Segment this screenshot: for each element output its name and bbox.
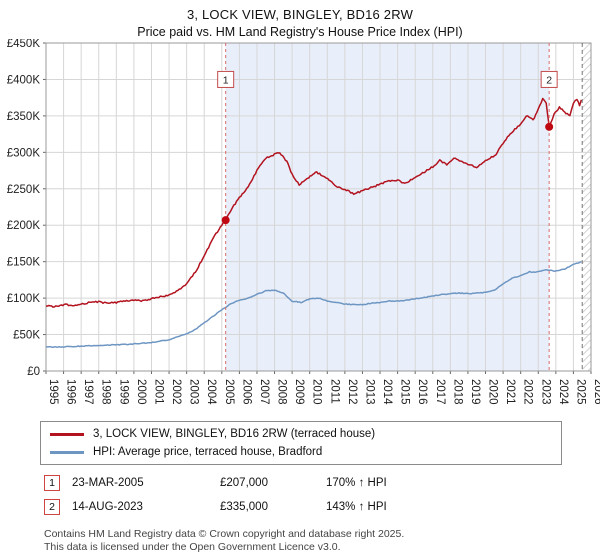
svg-text:2021: 2021	[504, 379, 516, 405]
svg-text:2002: 2002	[170, 379, 182, 405]
svg-text:2026: 2026	[592, 379, 600, 405]
sale-marker-box-2	[540, 70, 558, 88]
legend-item-property: 3, LOCK VIEW, BINGLEY, BD16 2RW (terrace…	[50, 428, 552, 440]
svg-text:2012: 2012	[346, 379, 358, 405]
sale-annotations: 1 23-MAR-2005 £207,000 170% ↑ HPI 2 14-A…	[44, 475, 600, 515]
series-line-0	[45, 97, 583, 308]
svg-text:£200K: £200K	[7, 220, 41, 232]
svg-text:1999: 1999	[117, 379, 129, 405]
legend-swatch-property-line	[50, 432, 84, 436]
svg-text:£450K: £450K	[7, 39, 41, 50]
svg-text:2001: 2001	[152, 379, 164, 405]
svg-text:£350K: £350K	[7, 111, 41, 123]
svg-text:2003: 2003	[188, 379, 200, 405]
legend-label-property: 3, LOCK VIEW, BINGLEY, BD16 2RW (terrace…	[93, 428, 376, 440]
svg-text:2: 2	[546, 74, 552, 86]
svg-text:2025: 2025	[574, 379, 586, 405]
legend-swatch-hpi-line	[50, 450, 84, 454]
sale-dot-2	[545, 122, 554, 131]
svg-text:£250K: £250K	[7, 184, 41, 196]
svg-text:2009: 2009	[293, 379, 305, 405]
between-sales-shading	[225, 43, 550, 371]
svg-text:1998: 1998	[100, 379, 112, 405]
footer-line-1: Contains HM Land Registry data © Crown c…	[44, 528, 405, 540]
svg-text:2005: 2005	[223, 379, 235, 405]
svg-text:1995: 1995	[47, 379, 59, 405]
svg-text:2024: 2024	[557, 379, 569, 405]
sale-2-badge: 2	[44, 499, 60, 515]
svg-text:£50K: £50K	[13, 330, 40, 342]
svg-text:2000: 2000	[135, 379, 147, 405]
svg-text:2010: 2010	[311, 379, 323, 405]
page-subtitle: Price paid vs. HM Land Registry's House …	[137, 25, 463, 39]
svg-text:2008: 2008	[276, 379, 288, 405]
license-footer: Contains HM Land Registry data © Crown c…	[44, 528, 600, 554]
svg-text:2017: 2017	[434, 379, 446, 405]
svg-text:2016: 2016	[416, 379, 428, 405]
svg-text:2020: 2020	[487, 379, 499, 405]
svg-text:2014: 2014	[381, 379, 393, 405]
sale-marker-box-1	[217, 70, 235, 88]
sale-1-date: 23-MAR-2005	[72, 477, 144, 489]
sale-1-hpi: 170% ↑ HPI	[326, 477, 387, 489]
series-line-1	[46, 261, 582, 349]
svg-text:£150K: £150K	[7, 257, 41, 269]
sale-row-1: 1 23-MAR-2005 £207,000 170% ↑ HPI	[44, 475, 600, 491]
svg-text:2018: 2018	[451, 379, 463, 405]
svg-text:£0: £0	[27, 366, 40, 378]
sale-1-badge: 1	[44, 475, 60, 491]
svg-text:2023: 2023	[539, 379, 551, 405]
svg-text:1997: 1997	[82, 379, 94, 405]
svg-text:2007: 2007	[258, 379, 270, 405]
svg-text:2015: 2015	[399, 379, 411, 405]
sale-1-price: £207,000	[220, 477, 268, 489]
footer-line-2: This data is licensed under the Open Gov…	[44, 541, 341, 554]
svg-text:1996: 1996	[65, 379, 77, 405]
svg-text:2006: 2006	[240, 379, 252, 405]
sale-2-date: 14-AUG-2023	[72, 501, 143, 513]
sale-2-hpi: 143% ↑ HPI	[326, 501, 387, 513]
svg-text:£300K: £300K	[7, 147, 41, 159]
svg-text:2011: 2011	[328, 379, 340, 404]
svg-text:1: 1	[223, 74, 229, 86]
future-hatch-region	[582, 43, 591, 371]
legend-label-hpi: HPI: Average price, terraced house, Brad…	[93, 446, 323, 458]
sale-2-price: £335,000	[220, 501, 268, 513]
svg-text:2022: 2022	[522, 379, 534, 405]
sale-row-2: 2 14-AUG-2023 £335,000 143% ↑ HPI	[44, 499, 600, 515]
chart-legend: 3, LOCK VIEW, BINGLEY, BD16 2RW (terrace…	[40, 421, 562, 465]
legend-item-hpi: HPI: Average price, terraced house, Brad…	[50, 446, 552, 458]
page-title: 3, LOCK VIEW, BINGLEY, BD16 2RW	[186, 7, 414, 22]
svg-text:£400K: £400K	[7, 74, 41, 86]
price-history-chart: 1 2 £0 £50K £100K £150K £200K £250K £300K £350K £4…	[7, 39, 600, 405]
svg-text:2013: 2013	[363, 379, 375, 405]
svg-text:2019: 2019	[469, 379, 481, 405]
sale-dot-1	[221, 216, 230, 225]
svg-text:£100K: £100K	[7, 293, 41, 305]
svg-text:2004: 2004	[205, 379, 217, 405]
